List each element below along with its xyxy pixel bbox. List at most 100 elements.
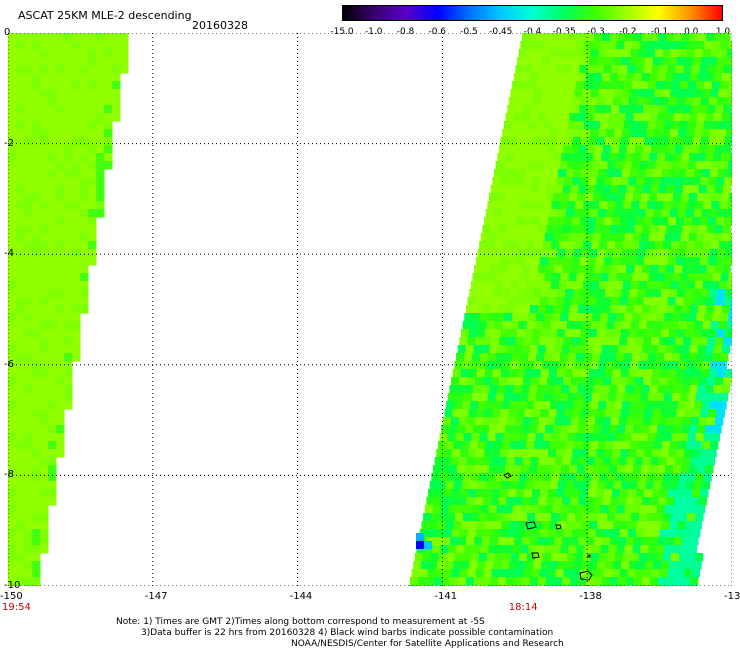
swath-cell: [583, 393, 593, 402]
swath-cell: [435, 569, 445, 578]
swath-cell: [507, 337, 516, 346]
swath-cell: [540, 137, 550, 146]
swath-cell: [436, 449, 445, 458]
swath-cell: [562, 497, 571, 506]
swath-cell: [642, 33, 651, 42]
swath-cell: [40, 521, 49, 530]
swath-cell: [458, 457, 468, 466]
swath-cell: [539, 489, 549, 498]
swath-cell: [587, 529, 597, 538]
swath-cell: [40, 145, 49, 154]
swath-cell: [540, 449, 549, 458]
swath-cell: [602, 185, 612, 194]
swath-cell: [636, 137, 646, 146]
swath-cell: [610, 537, 619, 546]
swath-cell: [667, 489, 677, 498]
swath-cell: [120, 41, 129, 50]
swath-cell: [24, 569, 33, 578]
swath-cell: [690, 145, 700, 154]
swath-cell: [640, 465, 650, 474]
swath-cell: [631, 161, 641, 170]
swath-cell: [88, 241, 97, 250]
swath-cell: [571, 569, 581, 578]
swath-cell: [713, 113, 723, 122]
swath-cell: [80, 225, 89, 234]
swath-cell: [656, 545, 665, 554]
swath-cell: [556, 97, 566, 106]
swath-cell: [552, 465, 562, 474]
swath-cell: [578, 185, 588, 194]
swath-cell: [560, 465, 570, 474]
swath-cell: [40, 89, 49, 98]
swath-cell: [527, 121, 537, 130]
swath-cell: [705, 385, 714, 394]
swath-cell: [486, 401, 495, 410]
swath-cell: [517, 209, 527, 218]
swath-cell: [88, 217, 97, 226]
swath-cell: [56, 257, 65, 266]
swath-cell: [524, 97, 534, 106]
swath-cell: [445, 441, 455, 450]
swath-cell: [617, 385, 626, 394]
swath-cell: [40, 321, 49, 330]
swath-cell: [481, 345, 491, 354]
colorbar-tick-label: -0.2: [618, 27, 637, 37]
swath-cell: [609, 153, 618, 162]
swath-cell: [614, 553, 624, 562]
swath-cell: [24, 233, 33, 242]
swath-cell: [530, 537, 539, 546]
swath-cell: [688, 313, 697, 322]
swath-cell: [628, 177, 637, 186]
swath-cell: [539, 297, 549, 306]
swath-cell: [485, 521, 494, 530]
swath-cell: [64, 57, 73, 66]
swath-cell: [595, 377, 604, 386]
swath-cell: [634, 225, 643, 234]
swath-cell: [573, 57, 582, 66]
swath-cell: [56, 193, 65, 202]
swath-cell: [579, 529, 589, 538]
swath-cell: [572, 137, 582, 146]
swath-cell: [473, 425, 482, 434]
swath-cell: [573, 521, 582, 530]
swath-cell: [615, 513, 624, 522]
swath-cell: [600, 505, 610, 514]
swath-cell: [32, 209, 41, 218]
swath-cell: [48, 345, 57, 354]
swath-cell: [453, 441, 463, 450]
swath-cell: [539, 569, 549, 578]
swath-cell: [548, 137, 558, 146]
swath-cell: [729, 113, 732, 122]
swath-cell: [680, 353, 689, 362]
swath-cell: [523, 65, 532, 74]
swath-cell: [88, 153, 97, 162]
swath-cell: [674, 497, 683, 506]
swath-cell: [700, 137, 710, 146]
swath-cell: [447, 393, 457, 402]
swath-cell: [434, 537, 443, 546]
swath-cell: [650, 33, 659, 42]
swath-cell: [518, 89, 527, 98]
swath-cell: [629, 249, 638, 258]
swath-cell: [574, 49, 584, 58]
swath-cell: [646, 553, 656, 562]
swath-cell: [681, 425, 690, 434]
swath-cell: [439, 433, 449, 442]
swath-cell: [72, 233, 81, 242]
swath-cell: [24, 281, 33, 290]
swath-cell: [72, 113, 81, 122]
swath-cell: [496, 313, 505, 322]
swath-cell: [56, 377, 65, 386]
swath-cell: [571, 257, 581, 266]
swath-cell: [40, 513, 49, 522]
swath-cell: [575, 121, 585, 130]
swath-cell: [492, 409, 501, 418]
swath-cell: [40, 297, 49, 306]
swath-cell: [704, 233, 714, 242]
swath-cell: [528, 313, 537, 322]
swath-cell: [640, 313, 649, 322]
swath-cell: [553, 385, 562, 394]
swath-cell: [32, 65, 41, 74]
swath-cell: [677, 249, 686, 258]
swath-cell: [600, 465, 610, 474]
